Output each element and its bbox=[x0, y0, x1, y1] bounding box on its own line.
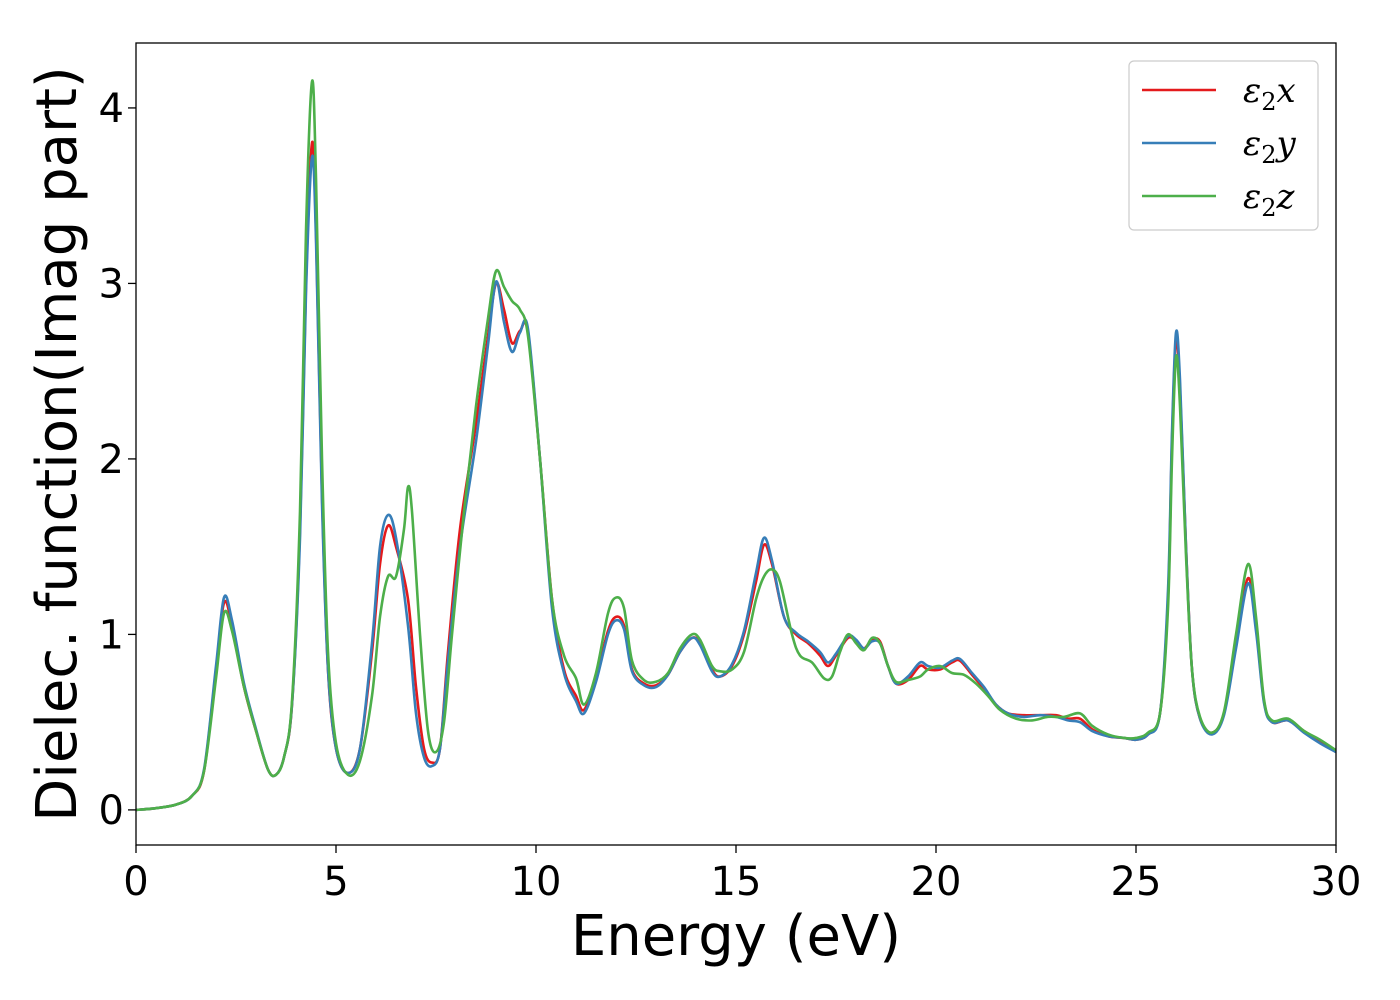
y-tick-label: 0 bbox=[99, 788, 124, 834]
x-tick-label: 20 bbox=[911, 859, 962, 905]
series-lines bbox=[136, 79, 1336, 812]
legend: ε2x ε2y ε2z bbox=[1128, 60, 1319, 231]
x-axis-label: Energy (eV) bbox=[571, 904, 901, 969]
x-tick-label: 0 bbox=[123, 859, 148, 905]
legend-label-y: ε2y bbox=[1243, 124, 1297, 169]
legend-box bbox=[1128, 60, 1319, 231]
y-axis: 0 1 2 3 4 bbox=[99, 86, 136, 834]
x-tick-label: 30 bbox=[1311, 859, 1362, 905]
x-tick-label: 5 bbox=[323, 859, 348, 905]
y-tick-label: 3 bbox=[99, 261, 124, 307]
x-tick-label: 25 bbox=[1111, 859, 1162, 905]
x-axis: 0 5 10 15 20 25 30 bbox=[123, 845, 1361, 905]
legend-label-x: ε2x bbox=[1243, 71, 1296, 116]
series-line-z bbox=[136, 79, 1336, 812]
series-line-y bbox=[136, 154, 1336, 812]
y-tick-label: 2 bbox=[99, 437, 124, 483]
y-tick-label: 1 bbox=[99, 612, 124, 658]
x-tick-label: 15 bbox=[711, 859, 762, 905]
y-tick-label: 4 bbox=[99, 86, 124, 132]
y-axis-label: Dielec. function(Imag part) bbox=[25, 66, 90, 822]
legend-label-z: ε2z bbox=[1243, 177, 1296, 222]
x-tick-label: 10 bbox=[511, 859, 562, 905]
